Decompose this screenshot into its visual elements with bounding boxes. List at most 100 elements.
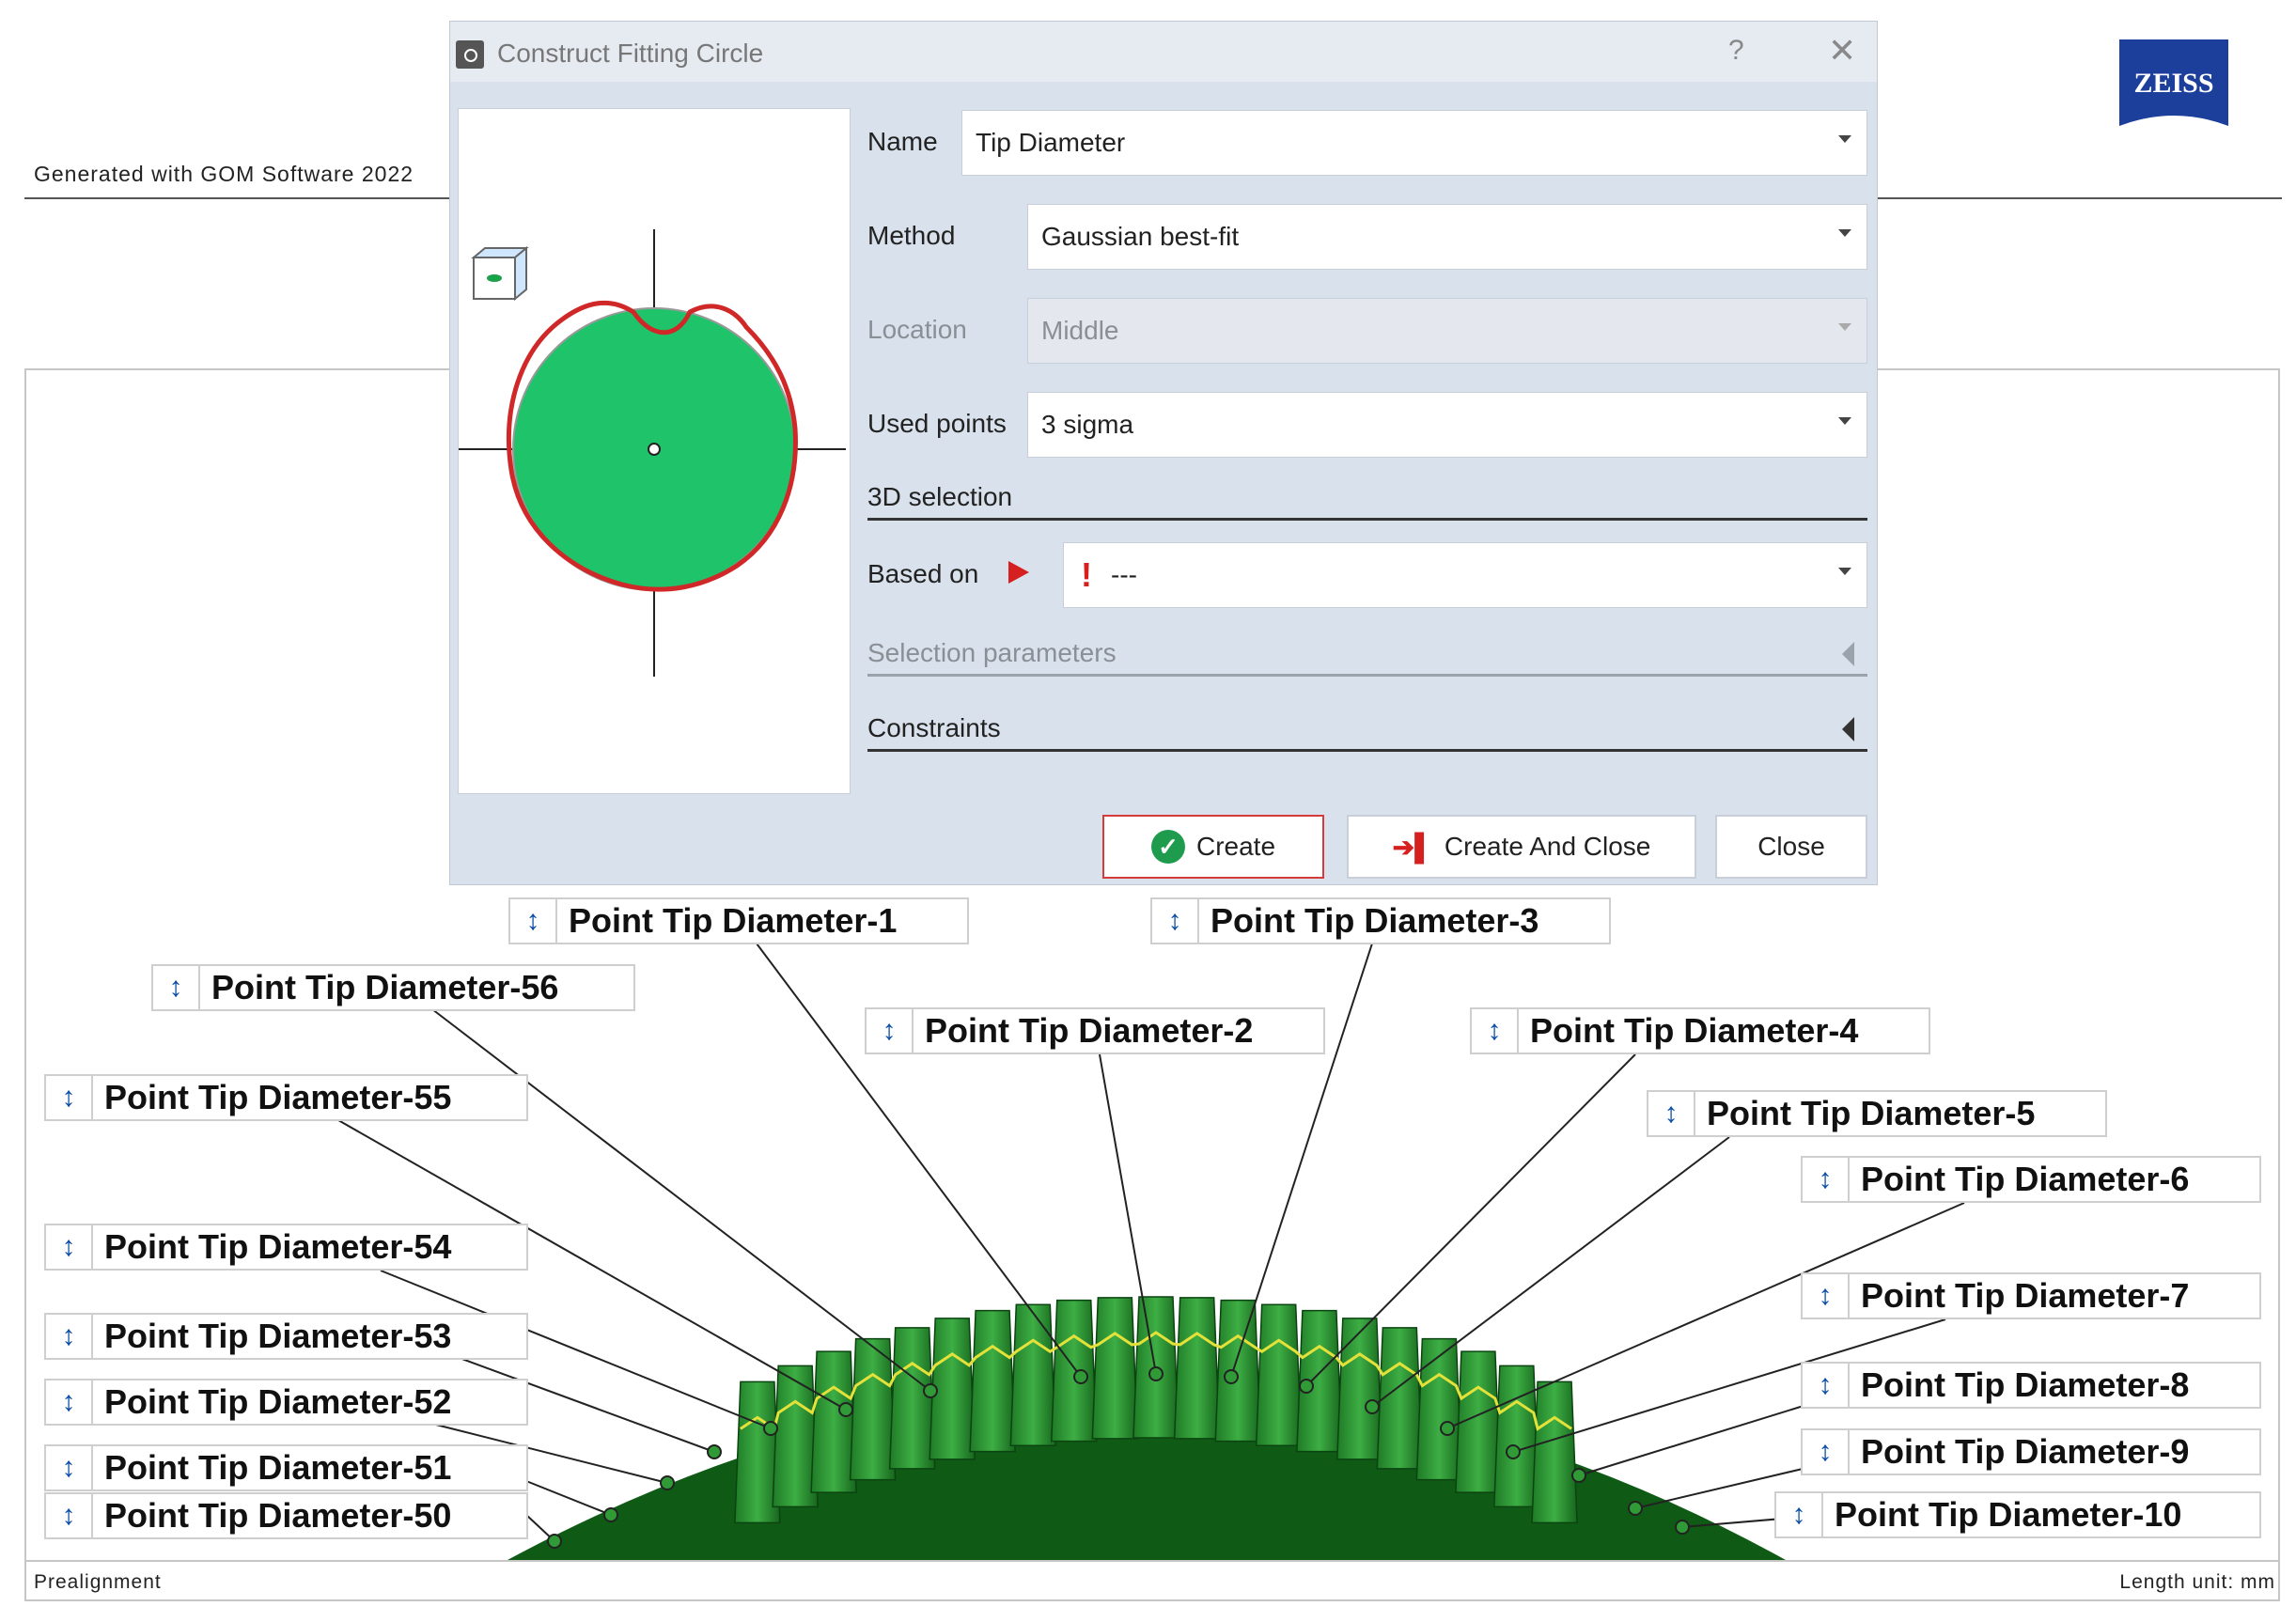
based-on-label: Based on — [867, 559, 979, 588]
gear-tooth — [969, 1309, 1016, 1453]
measure-arrow-icon: ↕ — [1167, 905, 1182, 936]
footer-alignment-label: Prealignment — [34, 1571, 162, 1593]
generated-with-label: Generated with GOM Software 2022 — [34, 162, 414, 186]
measure-point — [923, 1383, 938, 1398]
measured-profile — [507, 300, 798, 592]
label-point-tip-diameter-53[interactable]: ↕ Point Tip Diameter-53 — [44, 1313, 528, 1360]
label-point-tip-diameter-4[interactable]: ↕ Point Tip Diameter-4 — [1470, 1007, 1930, 1054]
label-point-tip-diameter-54[interactable]: ↕ Point Tip Diameter-54 — [44, 1224, 528, 1271]
gear-tooth — [929, 1318, 976, 1460]
cube-icon — [471, 245, 529, 302]
collapse-arrow-icon — [1842, 717, 1854, 741]
close-button[interactable]: Close — [1715, 815, 1867, 879]
gear-tooth — [1173, 1297, 1221, 1440]
create-button[interactable]: ✓ Create — [1102, 815, 1324, 879]
used-points-combo[interactable]: 3 sigma — [1027, 392, 1867, 458]
measure-arrow-icon: ↕ — [61, 1231, 76, 1262]
fitting-circle-preview — [458, 108, 851, 794]
exit-icon: ➔▌ — [1392, 832, 1433, 862]
measure-arrow-icon: ↕ — [61, 1500, 76, 1531]
label-point-tip-diameter-2[interactable]: ↕ Point Tip Diameter-2 — [865, 1007, 1325, 1054]
label-point-tip-diameter-52[interactable]: ↕ Point Tip Diameter-52 — [44, 1379, 528, 1426]
label-point-tip-diameter-6[interactable]: ↕ Point Tip Diameter-6 — [1801, 1156, 2261, 1203]
label-point-tip-diameter-5[interactable]: ↕ Point Tip Diameter-5 — [1647, 1090, 2107, 1137]
help-icon[interactable]: ? — [1728, 35, 1744, 66]
gear-tooth — [1050, 1299, 1098, 1443]
chevron-down-icon — [1838, 568, 1851, 575]
leader-line — [1446, 1202, 1965, 1429]
label-point-tip-diameter-1[interactable]: ↕ Point Tip Diameter-1 — [508, 897, 969, 944]
leader-line — [1512, 1318, 1946, 1453]
measure-point — [1224, 1369, 1239, 1384]
measure-point — [707, 1444, 722, 1459]
measure-point — [1073, 1369, 1088, 1384]
leader-line — [756, 943, 1082, 1378]
leader-lines — [337, 943, 1965, 1542]
measure-point — [1506, 1444, 1521, 1459]
gear-teeth — [734, 1296, 1578, 1524]
section-constraints[interactable]: Constraints — [867, 713, 1867, 752]
measure-point — [1675, 1520, 1690, 1535]
measure-arrow-icon: ↕ — [1791, 1499, 1806, 1530]
measure-arrow-icon: ↕ — [61, 1386, 76, 1417]
svg-text:ZEISS: ZEISS — [2133, 68, 2213, 99]
label-point-tip-diameter-56[interactable]: ↕ Point Tip Diameter-56 — [151, 964, 635, 1011]
measure-arrow-icon: ↕ — [61, 1452, 76, 1483]
leader-line — [1371, 1136, 1730, 1408]
gear-tooth — [1255, 1303, 1303, 1446]
measure-arrow-icon: ↕ — [525, 905, 540, 936]
used-points-label: Used points — [867, 409, 1007, 438]
measure-point — [1571, 1468, 1586, 1483]
section-selection-parameters[interactable]: Selection parameters — [867, 638, 1867, 677]
measure-point — [1148, 1366, 1164, 1381]
label-point-tip-diameter-55[interactable]: ↕ Point Tip Diameter-55 — [44, 1074, 528, 1121]
label-point-tip-diameter-9[interactable]: ↕ Point Tip Diameter-9 — [1801, 1428, 2261, 1475]
leader-line — [1230, 943, 1373, 1378]
measure-point — [1365, 1399, 1380, 1414]
method-combo[interactable]: Gaussian best-fit — [1027, 204, 1867, 270]
measure-points — [547, 1366, 1690, 1549]
gear-tooth — [1009, 1303, 1057, 1446]
measure-point — [603, 1507, 618, 1522]
leader-line — [380, 1270, 772, 1429]
gear-tooth — [849, 1337, 897, 1481]
zeiss-logo: ZEISS — [2119, 39, 2228, 148]
chevron-down-icon — [1838, 323, 1851, 331]
based-on-combo[interactable]: ! --- — [1063, 542, 1867, 608]
leader-line — [413, 1418, 668, 1484]
leader-line — [337, 1119, 847, 1411]
close-icon[interactable]: ✕ — [1828, 31, 1857, 70]
measure-point — [547, 1534, 562, 1549]
label-point-tip-diameter-7[interactable]: ↕ Point Tip Diameter-7 — [1801, 1272, 2261, 1319]
gear-tooth — [1336, 1318, 1383, 1460]
footer-length-unit: Length unit: mm — [2119, 1571, 2275, 1593]
dialog-titlebar[interactable]: Construct Fitting Circle ? ✕ — [450, 22, 1877, 82]
app-icon — [456, 40, 484, 69]
gear-tooth — [1214, 1299, 1262, 1443]
gear-tooth — [734, 1380, 781, 1524]
gear-tooth — [772, 1365, 819, 1508]
location-combo: Middle — [1027, 298, 1867, 364]
measure-point — [763, 1421, 778, 1436]
create-and-close-button[interactable]: ➔▌ Create And Close — [1347, 815, 1696, 879]
label-point-tip-diameter-51[interactable]: ↕ Point Tip Diameter-51 — [44, 1444, 528, 1491]
method-label: Method — [867, 221, 956, 250]
label-point-tip-diameter-3[interactable]: ↕ Point Tip Diameter-3 — [1150, 897, 1611, 944]
name-combo[interactable]: Tip Diameter — [961, 110, 1867, 176]
leader-line — [441, 1350, 715, 1453]
dialog-title: Construct Fitting Circle — [497, 39, 764, 68]
play-arrow-icon — [1008, 561, 1029, 584]
check-icon: ✓ — [1150, 830, 1185, 864]
label-point-tip-diameter-50[interactable]: ↕ Point Tip Diameter-50 — [44, 1492, 528, 1539]
label-point-tip-diameter-8[interactable]: ↕ Point Tip Diameter-8 — [1801, 1362, 2261, 1409]
gear-tooth — [1493, 1365, 1540, 1508]
chevron-down-icon — [1838, 229, 1851, 237]
leader-line — [431, 1008, 931, 1392]
measure-arrow-icon: ↕ — [61, 1320, 76, 1351]
warning-icon: ! — [1081, 555, 1092, 594]
label-point-tip-diameter-10[interactable]: ↕ Point Tip Diameter-10 — [1774, 1491, 2261, 1538]
collapse-arrow-icon — [1842, 642, 1854, 666]
section-3d-selection[interactable]: 3D selection — [867, 482, 1867, 521]
gear-tooth — [810, 1350, 857, 1493]
